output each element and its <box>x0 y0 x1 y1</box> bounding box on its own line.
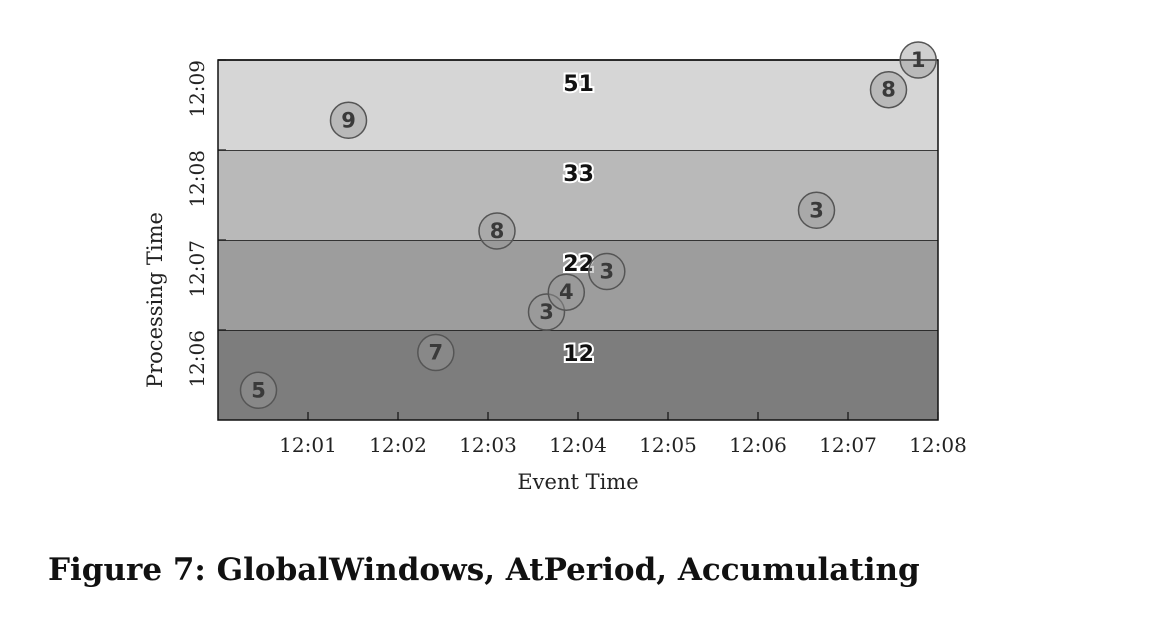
data-point-marker <box>899 41 937 79</box>
data-point-marker <box>329 101 368 140</box>
window-band <box>218 240 938 330</box>
data-point-label: 7 <box>428 341 443 365</box>
y-tick-label: 12:09 <box>185 60 209 118</box>
data-point-label: 3 <box>809 198 824 222</box>
x-tick-label: 12:07 <box>819 433 877 457</box>
data-point-label: 5 <box>251 378 266 402</box>
data-point: 1 <box>899 41 937 79</box>
data-point: 4 <box>547 273 586 311</box>
data-point: 7 <box>417 333 455 372</box>
data-point-marker <box>527 293 566 331</box>
window-result-label: 33 <box>563 162 594 187</box>
data-point: 3 <box>527 293 566 331</box>
x-tick-label: 12:04 <box>549 433 607 457</box>
data-point: 3 <box>797 191 836 230</box>
data-point-marker <box>869 70 908 109</box>
window-result-label: 12 <box>563 342 594 367</box>
x-tick-label: 12:01 <box>279 433 337 457</box>
data-point-label: 1 <box>911 48 926 72</box>
data-point-marker <box>478 212 516 250</box>
data-point-label: 3 <box>599 260 614 284</box>
data-point-marker <box>588 252 626 291</box>
tick-labels: 12:01 12:02 12:03 12:04 12:05 12:06 12:07 12:08… <box>185 60 967 457</box>
x-tick-label: 12:08 <box>909 433 967 457</box>
data-point: 9 <box>329 101 368 140</box>
data-point-label: 4 <box>559 280 574 304</box>
y-tick-label: 12:06 <box>185 330 209 388</box>
data-point-label: 8 <box>490 219 505 243</box>
y-axis-title: Processing Time <box>143 212 167 388</box>
data-point-marker <box>797 191 836 230</box>
x-tick-label: 12:02 <box>369 433 427 457</box>
x-tick-label: 12:03 <box>459 433 517 457</box>
data-point-marker <box>547 273 586 311</box>
data-point-marker <box>417 333 455 372</box>
data-point-label: 9 <box>341 108 356 132</box>
y-tick-label: 12:07 <box>185 240 209 298</box>
data-point-label: 8 <box>881 78 896 102</box>
axes <box>217 59 939 421</box>
x-tick-label: 12:05 <box>639 433 697 457</box>
data-point-label: 3 <box>539 300 554 324</box>
data-point-marker <box>239 371 278 410</box>
window-band <box>218 330 938 420</box>
data-point: 8 <box>869 70 908 109</box>
window-band <box>218 150 938 240</box>
data-point: 3 <box>588 252 626 291</box>
x-tick-label: 12:06 <box>729 433 787 457</box>
x-axis-title: Event Time <box>517 470 638 494</box>
data-point: 8 <box>478 212 516 250</box>
window-result-label: 51 <box>563 72 594 97</box>
data-point: 5 <box>239 371 278 410</box>
figure-caption: Figure 7: GlobalWindows, AtPeriod, Accum… <box>48 552 920 588</box>
y-tick-label: 12:08 <box>185 150 209 208</box>
